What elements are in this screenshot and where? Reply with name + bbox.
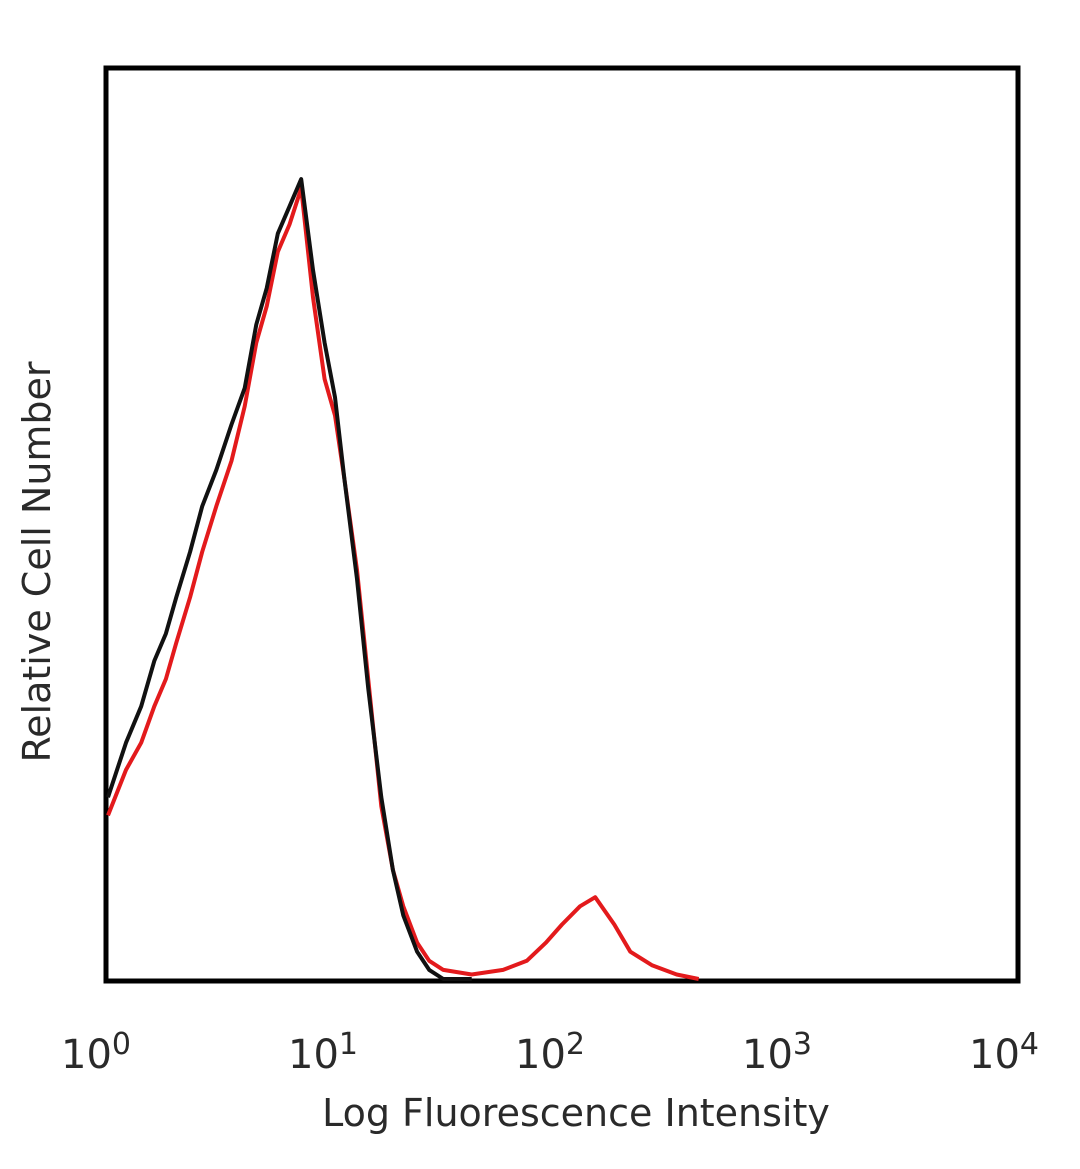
x-axis-label: Log Fluorescence Intensity [322, 1091, 830, 1135]
x-tick-labels: 100 101 102 103 104 [61, 1027, 1039, 1078]
plot-frame [103, 65, 1021, 984]
x-tick-label-3: 103 [742, 1027, 812, 1078]
x-tick-label-0: 100 [61, 1027, 131, 1078]
y-axis-label: Relative Cell Number [15, 361, 59, 762]
x-tick-label-4: 104 [969, 1027, 1039, 1078]
series-layer [106, 177, 700, 981]
series-line-1 [106, 177, 472, 981]
x-tick-label-2: 102 [515, 1027, 585, 1078]
x-tick-label-1: 101 [288, 1027, 358, 1078]
